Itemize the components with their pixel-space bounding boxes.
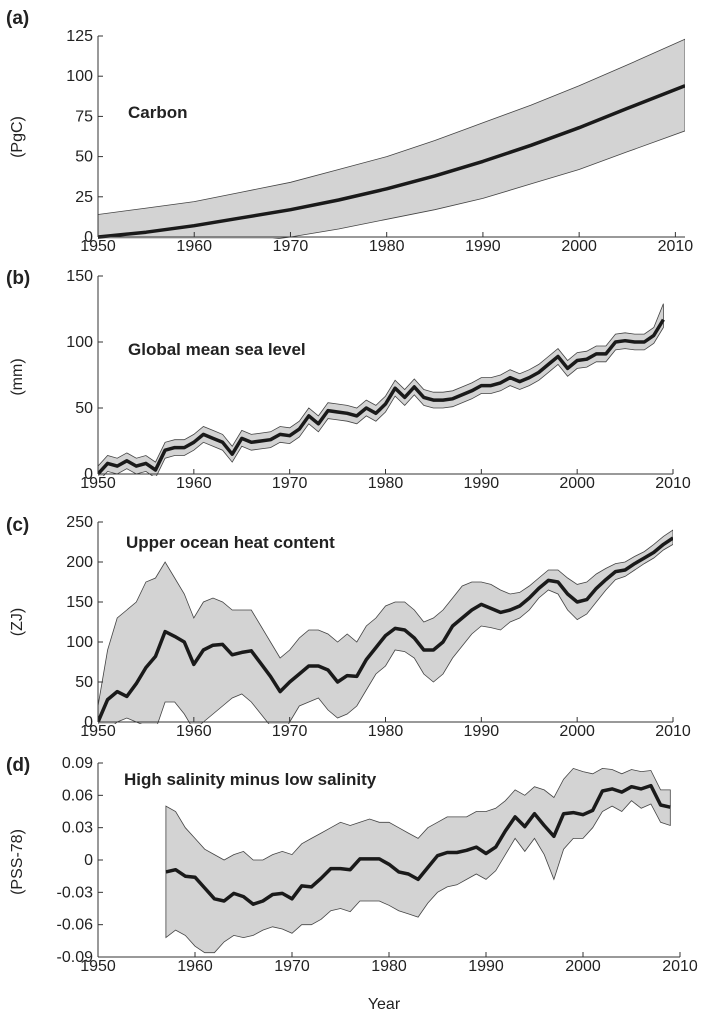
x-tick-label: 2010: [655, 723, 691, 740]
x-tick-label: 1970: [273, 238, 309, 255]
panel-label: (d): [6, 755, 30, 776]
y-tick-label: 75: [75, 108, 93, 125]
x-tick-label: 1950: [80, 723, 116, 740]
x-tick-label: 1990: [468, 958, 504, 975]
y-tick-label: 100: [66, 634, 93, 651]
chart-title: High salinity minus low salinity: [124, 770, 377, 789]
chart-title: Carbon: [128, 103, 188, 122]
uncertainty-band: [98, 303, 664, 476]
x-tick-label: 1970: [274, 958, 310, 975]
y-tick-label: 150: [66, 594, 93, 611]
panel-a: 1950 1960 1970 1980 1990 2000 2010 0 25 50 75 100 12…: [6, 8, 694, 255]
x-tick-label: 1960: [176, 723, 212, 740]
x-tick-label: 1980: [368, 723, 404, 740]
y-tick-label: 150: [66, 268, 93, 285]
x-tick-label: 1960: [176, 475, 212, 492]
series-line: [98, 318, 665, 476]
x-axis-label: Year: [368, 996, 401, 1013]
y-tick-label: -0.09: [57, 949, 94, 966]
y-tick-label: 100: [66, 68, 93, 85]
y-tick-label: 125: [66, 28, 93, 45]
x-tick-label: 1990: [464, 723, 500, 740]
y-tick-label: -0.06: [57, 917, 94, 934]
x-tick-label: 2000: [565, 958, 601, 975]
x-tick-label: 2000: [561, 238, 597, 255]
panel-d: 1950 1960 1970 1980 1990 2000 2010 -0.09 -0.06 -0…: [6, 755, 698, 1013]
x-tick-label: 1980: [368, 475, 404, 492]
x-tick-label: 2000: [559, 475, 595, 492]
x-tick-label: 1960: [176, 238, 212, 255]
y-tick-label: 200: [66, 554, 93, 571]
x-tick-label: 1970: [272, 475, 308, 492]
y-tick-label: 0: [84, 852, 93, 869]
y-tick-label: 0: [84, 466, 93, 483]
y-tick-label: 250: [66, 514, 93, 531]
series-line: [165, 783, 671, 906]
series-line: [98, 84, 685, 239]
uncertainty-band: [98, 38, 685, 239]
uncertainty-band: [98, 529, 673, 724]
x-tick-label: 2010: [655, 475, 691, 492]
x-tick-label: 1970: [272, 723, 308, 740]
x-tick-label: 2010: [662, 958, 698, 975]
uncertainty-band: [165, 767, 671, 954]
y-axis-label: (PgC): [9, 116, 26, 158]
y-tick-label: -0.03: [57, 884, 94, 901]
y-axis-label: (PSS-78): [9, 829, 26, 895]
panel-label: (a): [6, 8, 29, 29]
y-tick-label: 50: [75, 400, 93, 417]
x-tick-label: 2010: [658, 238, 694, 255]
panel-c: 1950 1960 1970 1980 1990 2000 2010 0 50 100 150 200…: [6, 514, 691, 740]
y-tick-label: 0.06: [62, 787, 93, 804]
x-tick-label: 1980: [371, 958, 407, 975]
chart-title: Global mean sea level: [128, 340, 306, 359]
y-tick-label: 0: [84, 714, 93, 731]
y-tick-label: 25: [75, 189, 93, 206]
x-tick-label: 1950: [80, 475, 116, 492]
chart-title: Upper ocean heat content: [126, 533, 335, 552]
y-axis-label: (ZJ): [9, 608, 26, 636]
y-tick-label: 0.03: [62, 820, 93, 837]
panel-b: 1950 1960 1970 1980 1990 2000 2010 0 50 100 150 (b)…: [6, 268, 691, 492]
panel-label: (b): [6, 268, 30, 289]
series-line: [98, 536, 673, 723]
x-tick-label: 2000: [559, 723, 595, 740]
y-tick-label: 0: [84, 229, 93, 246]
x-tick-label: 1950: [80, 238, 116, 255]
x-tick-label: 1950: [80, 958, 116, 975]
x-tick-label: 1990: [464, 475, 500, 492]
y-tick-label: 0.09: [62, 755, 93, 772]
y-tick-label: 50: [75, 149, 93, 166]
y-tick-label: 100: [66, 334, 93, 351]
y-axis-label: (mm): [9, 358, 26, 395]
x-tick-label: 1990: [465, 238, 501, 255]
x-tick-label: 1980: [369, 238, 405, 255]
x-tick-label: 1960: [177, 958, 213, 975]
panel-label: (c): [6, 515, 29, 536]
y-tick-label: 50: [75, 674, 93, 691]
